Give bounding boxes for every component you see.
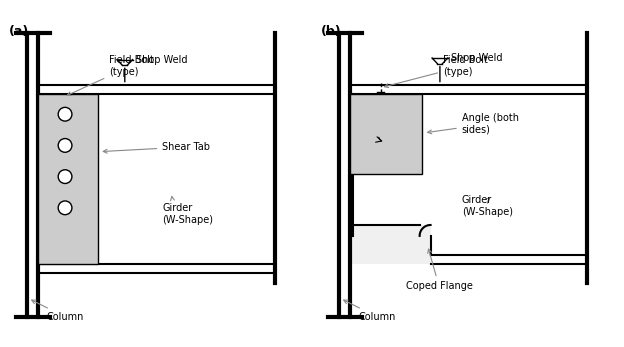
Text: Field Bolt
(type): Field Bolt (type) [67,55,154,95]
Text: (a): (a) [9,25,29,38]
Text: Angle (both
sides): Angle (both sides) [427,113,519,134]
Text: (b): (b) [321,25,342,38]
Text: Field Bolt
(type): Field Bolt (type) [384,55,488,87]
Text: Girder
(W-Shape): Girder (W-Shape) [162,196,213,225]
Text: Column: Column [344,300,396,322]
Text: Shear Tab: Shear Tab [103,142,210,153]
Text: Coped Flange: Coped Flange [406,249,472,291]
Text: Column: Column [32,300,84,322]
Circle shape [58,107,72,121]
Text: Girder
(W-Shape): Girder (W-Shape) [462,195,513,217]
Bar [39,94,97,264]
Bar [350,225,431,264]
Circle shape [58,170,72,184]
Circle shape [58,138,72,152]
Text: Shop Weld: Shop Weld [136,54,187,65]
Text: Shop Weld: Shop Weld [451,53,502,63]
Circle shape [58,201,72,215]
Bar [350,94,422,174]
